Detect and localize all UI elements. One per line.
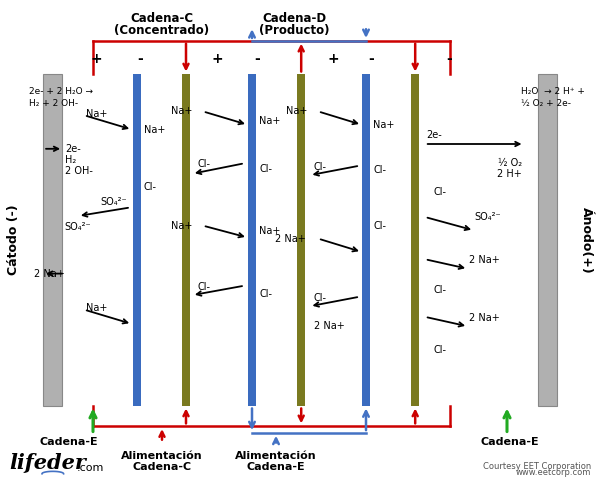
Text: Cl-: Cl- [198,159,211,169]
Text: 2 OH-: 2 OH- [65,166,92,176]
Text: Cl-: Cl- [314,293,327,302]
Bar [248,74,256,406]
Text: Cl-: Cl- [314,162,327,171]
Text: Na+: Na+ [86,109,107,119]
Text: -: - [446,52,452,66]
Text: 2 Na+: 2 Na+ [469,255,500,265]
Text: Na+: Na+ [259,116,281,126]
Bar [362,74,370,406]
Text: 2e- + 2 H₂O →: 2e- + 2 H₂O → [29,87,93,96]
Text: ½ O₂ + 2e-: ½ O₂ + 2e- [521,99,571,108]
Text: Cadena-C: Cadena-C [133,462,191,472]
Text: 2e-: 2e- [426,131,442,140]
Text: Cl-: Cl- [433,286,446,295]
Text: Cl-: Cl- [259,164,272,174]
Text: 2 Na+: 2 Na+ [275,234,306,243]
Bar [43,74,62,406]
Text: Cadena-E: Cadena-E [481,437,539,446]
Text: 2e-: 2e- [65,144,80,154]
Text: +: + [212,52,224,66]
Text: Alimentación: Alimentación [121,451,203,461]
Text: Na+: Na+ [170,107,192,116]
Bar [538,74,557,406]
Text: Na+: Na+ [170,221,192,230]
Text: Cl-: Cl- [198,282,211,291]
Text: 2 Na+: 2 Na+ [469,313,500,323]
Text: Cl-: Cl- [433,346,446,355]
Text: Cl-: Cl- [373,221,386,230]
Text: .com: .com [77,463,104,473]
Bar [133,74,141,406]
Bar [182,74,190,406]
Text: 2 Na+: 2 Na+ [34,269,65,278]
Text: lifeder: lifeder [9,453,86,473]
Text: SO₄²⁻: SO₄²⁻ [101,197,127,206]
Text: Na+: Na+ [286,107,308,116]
Text: (Concentrado): (Concentrado) [115,24,209,37]
Text: Na+: Na+ [373,120,395,130]
Text: Na+: Na+ [144,125,166,134]
Text: Cl-: Cl- [144,182,157,192]
Text: H₂ + 2 OH-: H₂ + 2 OH- [29,99,78,108]
Text: +: + [90,52,102,66]
Text: H₂: H₂ [65,155,76,165]
Text: -: - [137,52,143,66]
Text: Na+: Na+ [259,227,281,236]
Text: H₂O  → 2 H⁺ +: H₂O → 2 H⁺ + [521,87,584,96]
Text: Cl-: Cl- [373,166,386,175]
Text: SO₄²⁻: SO₄²⁻ [65,222,91,231]
Text: 2 H+: 2 H+ [497,169,522,179]
Text: Cátodo (-): Cátodo (-) [7,204,20,276]
Text: SO₄²⁻: SO₄²⁻ [474,212,500,222]
Text: ½ O₂: ½ O₂ [498,158,522,168]
Bar [298,74,305,406]
Text: Cadena-E: Cadena-E [247,462,305,472]
Text: Cl-: Cl- [433,187,446,197]
Text: (Producto): (Producto) [259,24,329,37]
Text: -: - [368,52,374,66]
Text: Cadena-C: Cadena-C [130,12,194,25]
Bar [412,74,419,406]
Text: Ánodo(+): Ánodo(+) [580,206,593,274]
Text: 2 Na+: 2 Na+ [314,322,344,331]
Text: Alimentación: Alimentación [235,451,317,461]
Text: Na+: Na+ [86,303,107,313]
Text: Cadena-E: Cadena-E [40,437,98,446]
Text: Cadena-D: Cadena-D [262,12,326,25]
Text: -: - [254,52,260,66]
Text: www.eetcorp.com: www.eetcorp.com [515,468,591,477]
Text: Cl-: Cl- [259,289,272,299]
Text: Courtesy EET Corporation: Courtesy EET Corporation [483,462,591,471]
Text: +: + [327,52,339,66]
